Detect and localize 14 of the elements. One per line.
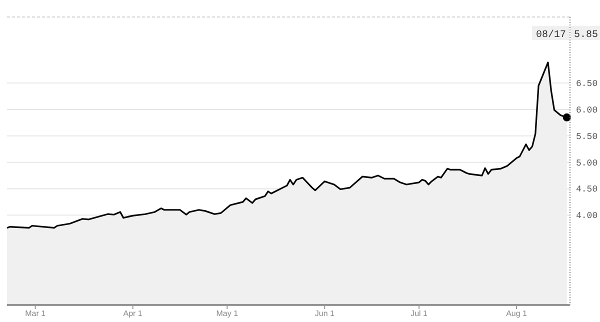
x-tick-label: May 1: [216, 309, 239, 318]
y-tick-label: 5.50: [576, 132, 598, 142]
text: 5.85: [574, 30, 598, 41]
y-tick-label: 4.50: [576, 184, 598, 195]
x-tick-label: Mar 1: [25, 309, 46, 318]
x-tick-label: Apr 1: [123, 309, 143, 318]
x-tick-label: Jul 1: [410, 309, 428, 318]
y-tick-label: 5.00: [576, 158, 598, 168]
x-tick-label: Aug 1: [506, 309, 528, 318]
y-tick-label: 6.50: [576, 79, 598, 90]
x-tick-label: Jun 1: [314, 309, 335, 318]
y-tick-label: 6.00: [576, 105, 598, 116]
annotation: 08/17: [536, 29, 566, 41]
y-tick-label: 4.00: [576, 211, 598, 222]
